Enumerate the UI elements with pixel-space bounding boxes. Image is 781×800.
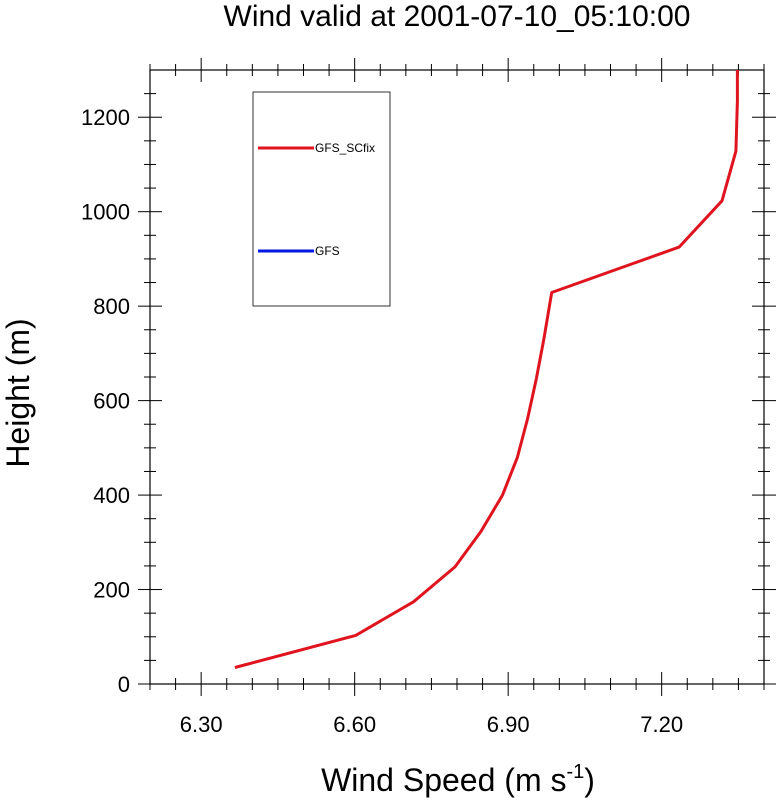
legend: GFS_SCfix GFS (252, 91, 391, 307)
legend-box (252, 91, 391, 307)
y-tick-label: 1000 (81, 200, 130, 225)
x-tick-label: 6.60 (333, 712, 376, 737)
legend-label-gfs-scfix: GFS_SCfix (315, 141, 375, 155)
y-axis-label: Height (m) (0, 318, 36, 467)
axis-ticks (138, 58, 776, 696)
axis-tick-labels: 6.30 6.60 6.90 7.20 0 200 400 600 800 1000 1200 (81, 105, 683, 737)
y-tick-label: 200 (93, 578, 130, 603)
x-axis-label-main: Wind Speed (m s (321, 762, 566, 798)
x-tick-label: 6.90 (487, 712, 530, 737)
x-tick-label: 6.30 (180, 712, 223, 737)
series-lines (234, 70, 739, 669)
y-tick-label: 0 (118, 672, 130, 697)
series-line-gfs-scfix (234, 70, 739, 669)
y-tick-label: 1200 (81, 105, 130, 130)
plot-area: 6.30 6.60 6.90 7.20 0 200 400 600 800 1000 1200 (81, 58, 776, 737)
x-axis-label-superscript: -1 (566, 761, 584, 783)
x-tick-label: 7.20 (640, 712, 683, 737)
y-tick-label: 400 (93, 483, 130, 508)
legend-label-gfs: GFS (315, 244, 340, 258)
y-tick-label: 800 (93, 294, 130, 319)
x-axis-label: Wind Speed (m s-1) (321, 761, 595, 798)
y-tick-label: 600 (93, 389, 130, 414)
plot-frame (149, 69, 765, 685)
x-axis-label-suffix: ) (584, 762, 595, 798)
chart-title: Wind valid at 2001-07-10_05:10:00 (224, 0, 691, 33)
